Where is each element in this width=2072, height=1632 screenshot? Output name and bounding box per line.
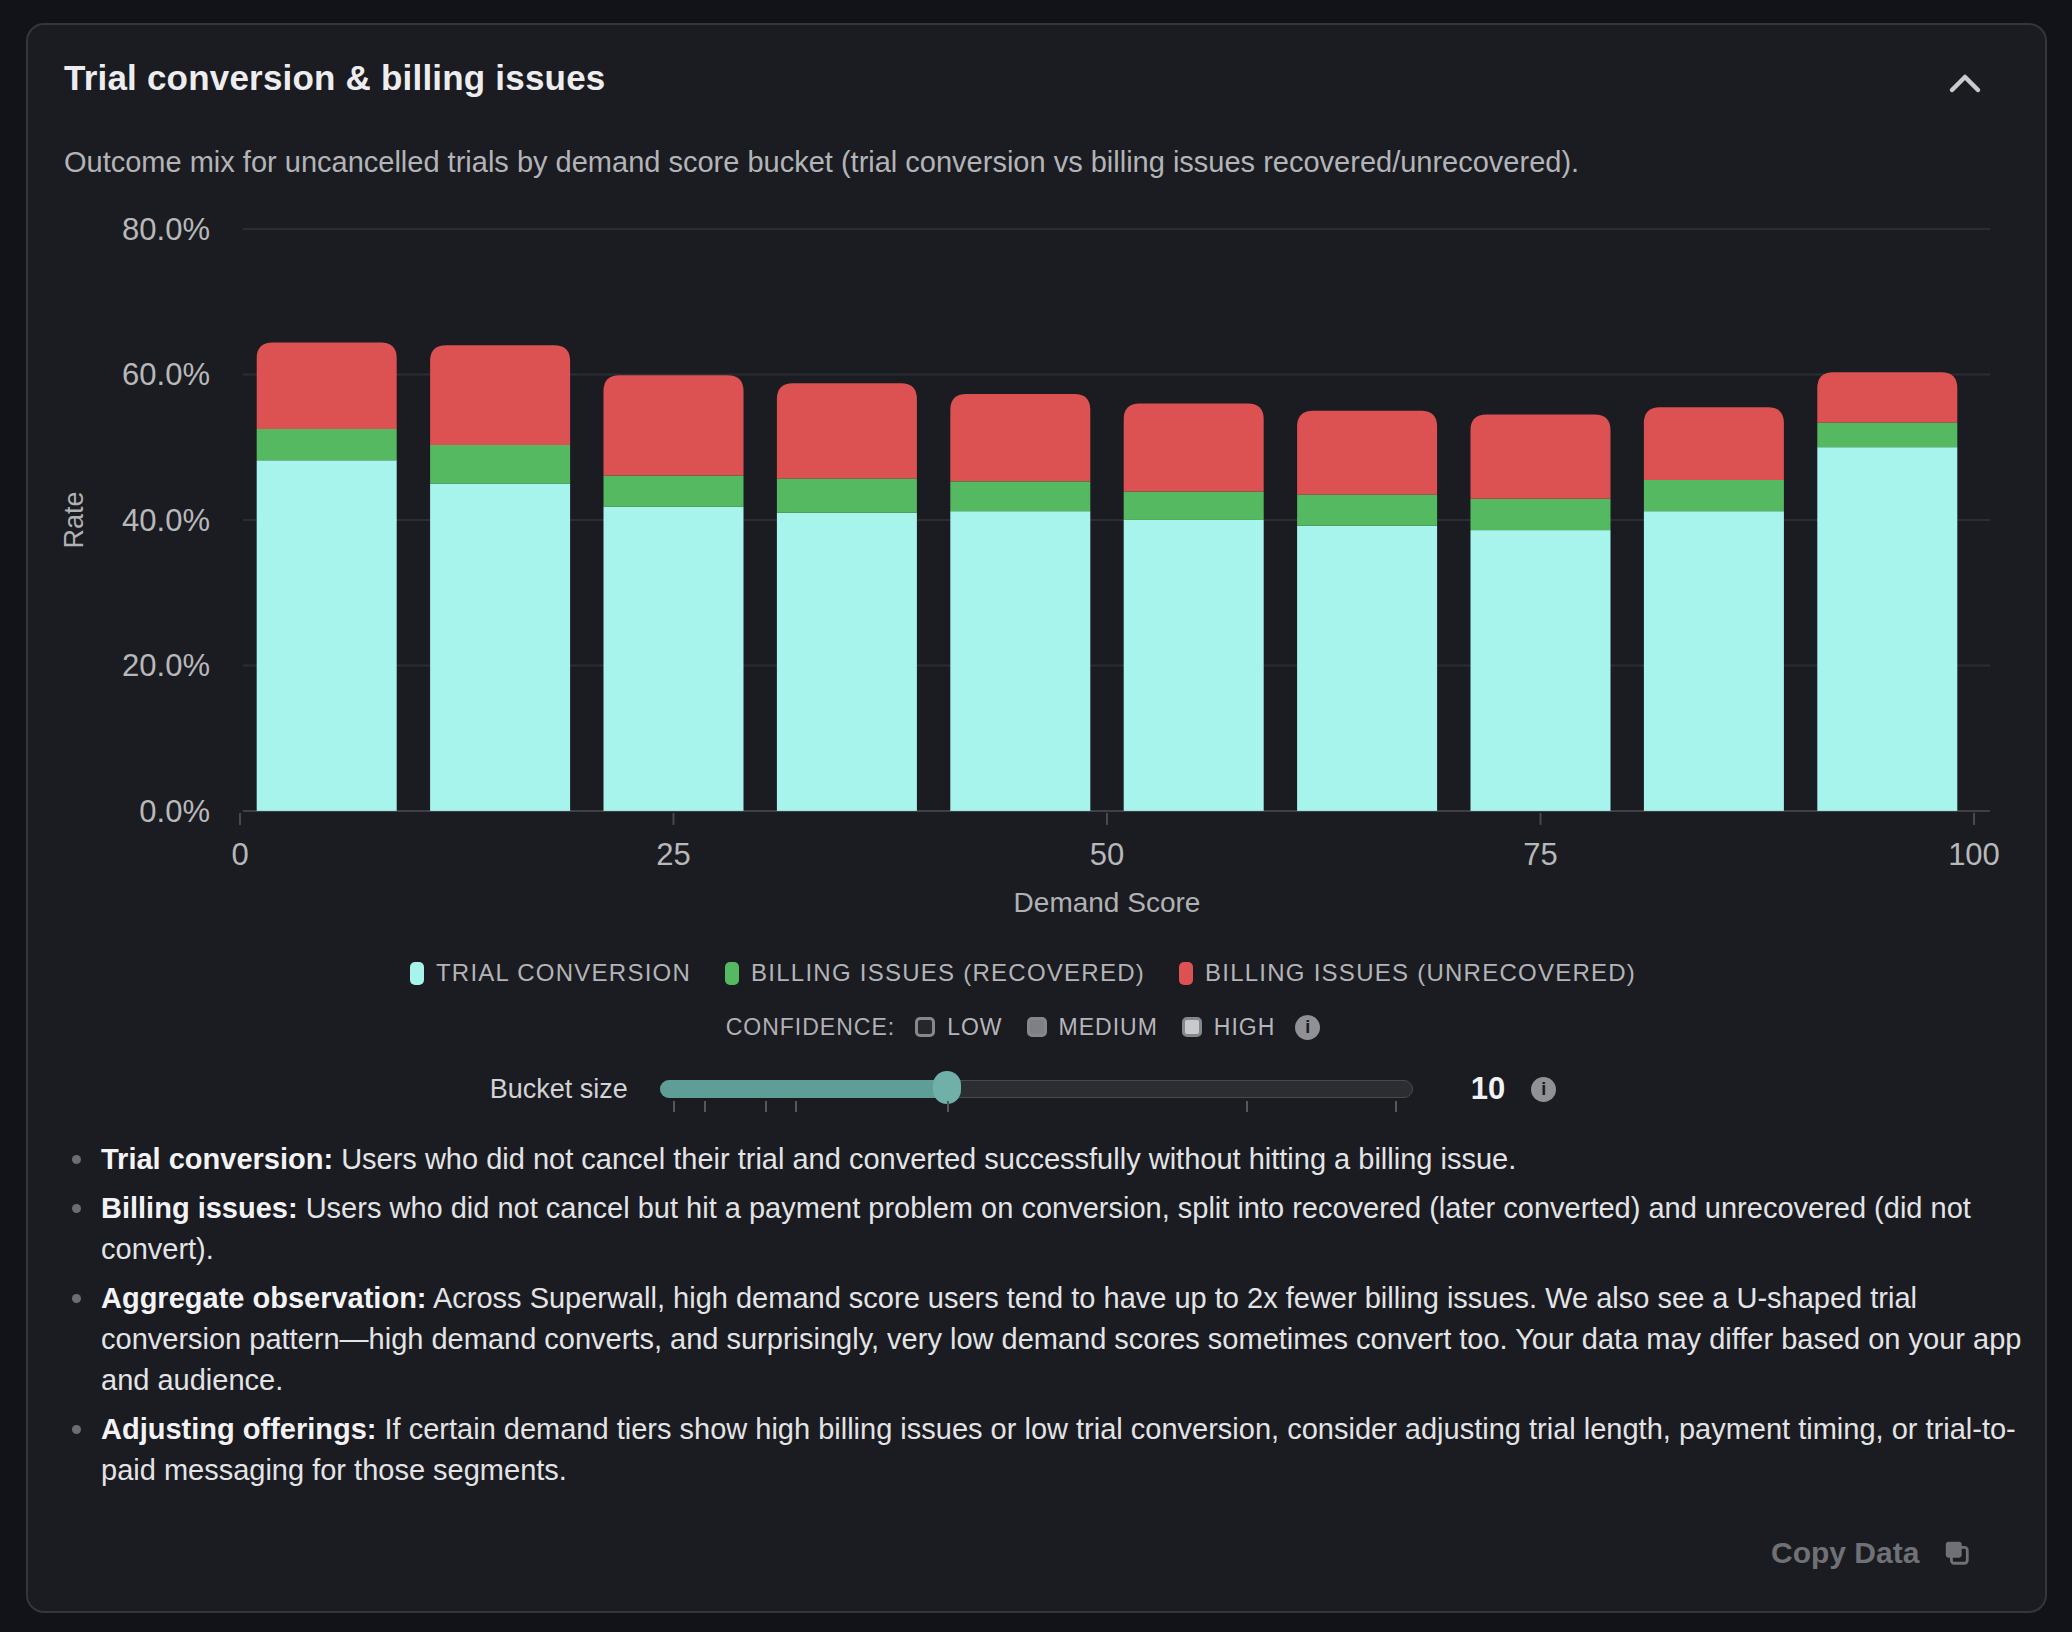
- bar-segment-billing-recovered[interactable]: [950, 481, 1090, 511]
- note-item: Billing issues: Users who did not cancel…: [64, 1188, 2032, 1270]
- confidence-row: CONFIDENCE: LOW MEDIUM HIGH i: [0, 1013, 2046, 1041]
- slider-scale-tick: [673, 1101, 675, 1112]
- notes-list: Trial conversion: Users who did not canc…: [64, 1139, 2032, 1499]
- copy-data-label: Copy Data: [1771, 1536, 1919, 1570]
- bar-segment-trial-conversion[interactable]: [1817, 447, 1957, 811]
- confidence-option-medium[interactable]: MEDIUM: [1027, 1014, 1158, 1041]
- bar-segment-billing-recovered[interactable]: [1817, 422, 1957, 447]
- bar-segment-billing-recovered[interactable]: [604, 476, 744, 507]
- bullet-dot: [72, 1204, 81, 1213]
- bucket-size-slider[interactable]: [660, 1054, 1413, 1124]
- bar-segment-billing-recovered[interactable]: [1297, 494, 1437, 525]
- bar-segment-trial-conversion[interactable]: [1471, 530, 1611, 811]
- copy-data-button[interactable]: Copy Data: [1771, 1536, 1971, 1570]
- slider-thumb[interactable]: [933, 1071, 961, 1104]
- slider-scale-tick: [1246, 1101, 1248, 1112]
- confidence-option-low[interactable]: LOW: [915, 1014, 1002, 1041]
- confidence-option-label: MEDIUM: [1059, 1014, 1158, 1041]
- bar-segment-billing-recovered[interactable]: [1124, 492, 1264, 520]
- legend-item[interactable]: TRIAL CONVERSION: [410, 959, 691, 987]
- note-item: Aggregate observation: Across Superwall,…: [64, 1278, 2032, 1401]
- bar-segment-billing-unrecovered[interactable]: [950, 394, 1090, 481]
- bar-segment-billing-recovered[interactable]: [430, 445, 570, 484]
- legend-swatch: [410, 962, 424, 985]
- bar-segment-billing-unrecovered[interactable]: [1817, 372, 1957, 422]
- bullet-dot: [72, 1294, 81, 1303]
- bar-segment-trial-conversion[interactable]: [604, 507, 744, 811]
- y-tick-label: 40.0%: [122, 503, 210, 538]
- copy-icon: [1943, 1539, 1971, 1567]
- legend-swatch: [725, 962, 739, 985]
- bar-segment-billing-unrecovered[interactable]: [1124, 404, 1264, 492]
- bar-segment-billing-unrecovered[interactable]: [1471, 414, 1611, 498]
- bar-segment-billing-unrecovered[interactable]: [1644, 407, 1784, 480]
- bar-segment-trial-conversion[interactable]: [1644, 511, 1784, 811]
- legend-item[interactable]: BILLING ISSUES (UNRECOVERED): [1179, 959, 1636, 987]
- confidence-checkbox[interactable]: [1027, 1017, 1047, 1037]
- x-tick-label: 100: [1948, 837, 2000, 872]
- y-tick-label: 80.0%: [122, 212, 210, 247]
- legend-item[interactable]: BILLING ISSUES (RECOVERED): [725, 959, 1145, 987]
- bar-segment-trial-conversion[interactable]: [257, 460, 397, 811]
- bar-segment-trial-conversion[interactable]: [1297, 526, 1437, 811]
- x-tick-label: 50: [1090, 837, 1124, 872]
- bullet-dot: [72, 1425, 81, 1434]
- chart-legend: TRIAL CONVERSION BILLING ISSUES (RECOVERE…: [0, 959, 2046, 987]
- bucket-size-row: Bucket size 10 i: [0, 1054, 2046, 1124]
- bar-segment-trial-conversion[interactable]: [1124, 520, 1264, 811]
- bar-segment-billing-recovered[interactable]: [257, 429, 397, 460]
- slider-scale-tick: [704, 1101, 706, 1112]
- confidence-option-high[interactable]: HIGH: [1182, 1014, 1276, 1041]
- bar-segment-billing-unrecovered[interactable]: [1297, 411, 1437, 495]
- x-tick-label: 0: [231, 837, 248, 872]
- slider-scale-tick: [795, 1101, 797, 1112]
- confidence-checkbox[interactable]: [915, 1017, 935, 1037]
- bar-segment-billing-unrecovered[interactable]: [257, 342, 397, 429]
- bullet-dot: [72, 1155, 81, 1164]
- confidence-info-icon[interactable]: i: [1295, 1015, 1320, 1040]
- bar-segment-billing-unrecovered[interactable]: [604, 375, 744, 475]
- legend-label: BILLING ISSUES (UNRECOVERED): [1205, 959, 1636, 987]
- confidence-option-label: HIGH: [1214, 1014, 1276, 1041]
- bar-segment-trial-conversion[interactable]: [777, 513, 917, 811]
- legend-label: BILLING ISSUES (RECOVERED): [751, 959, 1145, 987]
- bar-segment-billing-unrecovered[interactable]: [777, 383, 917, 478]
- bar-segment-billing-recovered[interactable]: [777, 478, 917, 512]
- note-item: Trial conversion: Users who did not canc…: [64, 1139, 2032, 1180]
- bar-segment-billing-recovered[interactable]: [1471, 499, 1611, 530]
- bar-segment-trial-conversion[interactable]: [430, 484, 570, 811]
- slider-fill: [660, 1080, 947, 1098]
- y-tick-label: 0.0%: [139, 794, 210, 829]
- x-tick-label: 25: [656, 837, 690, 872]
- bucket-size-info-icon[interactable]: i: [1531, 1077, 1556, 1102]
- bar-segment-trial-conversion[interactable]: [950, 511, 1090, 811]
- legend-swatch: [1179, 962, 1193, 985]
- x-axis-title: Demand Score: [1014, 887, 1201, 918]
- slider-scale-tick: [765, 1101, 767, 1112]
- bar-segment-billing-recovered[interactable]: [1644, 480, 1784, 511]
- stacked-bar-chart: 0.0% 20.0% 40.0% 60.0% 80.0% Rate 0 25 50 75 100 De…: [0, 0, 2046, 960]
- slider-scale-tick: [947, 1101, 949, 1112]
- y-tick-label: 60.0%: [122, 357, 210, 392]
- confidence-label: CONFIDENCE:: [726, 1014, 895, 1041]
- bar-segment-billing-unrecovered[interactable]: [430, 345, 570, 445]
- confidence-option-label: LOW: [947, 1014, 1002, 1041]
- note-item: Adjusting offerings: If certain demand t…: [64, 1409, 2032, 1491]
- slider-scale-tick: [1395, 1101, 1397, 1112]
- y-tick-label: 20.0%: [122, 648, 210, 683]
- bucket-size-label: Bucket size: [490, 1074, 628, 1105]
- x-tick-label: 75: [1523, 837, 1557, 872]
- confidence-checkbox[interactable]: [1182, 1017, 1202, 1037]
- legend-label: TRIAL CONVERSION: [436, 959, 691, 987]
- y-axis-title: Rate: [59, 491, 89, 548]
- bucket-size-value: 10: [1471, 1071, 1505, 1107]
